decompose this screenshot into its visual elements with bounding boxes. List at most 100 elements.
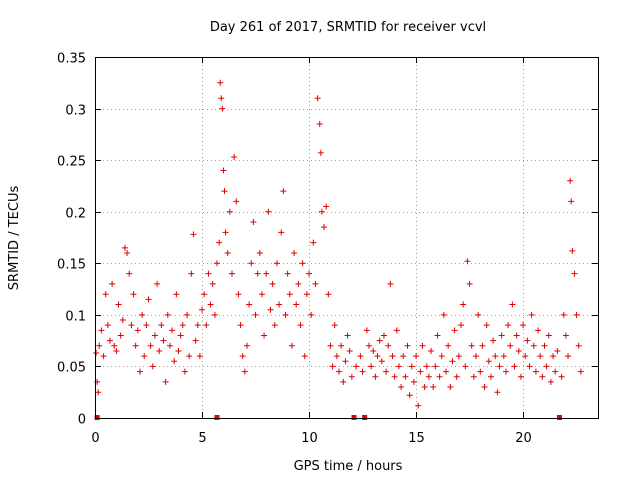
- data-point: [445, 342, 452, 349]
- data-point: [265, 208, 272, 215]
- data-point: [233, 198, 240, 205]
- data-point: [573, 311, 580, 318]
- data-point: [119, 317, 126, 324]
- y-tick-label: 0.15: [57, 258, 86, 273]
- data-point: [158, 322, 165, 329]
- data-point: [443, 368, 450, 375]
- data-point: [415, 402, 422, 409]
- data-point: [169, 327, 176, 334]
- data-point: [530, 342, 537, 349]
- y-tick-label: 0.05: [57, 361, 86, 376]
- data-point: [475, 311, 482, 318]
- plot-frame: [95, 57, 599, 419]
- data-point: [314, 95, 321, 102]
- data-point: [221, 188, 228, 195]
- data-point: [246, 301, 253, 308]
- data-point: [117, 332, 124, 339]
- y-tick-label: 0.1: [65, 310, 86, 325]
- data-point: [306, 270, 313, 277]
- data-point: [500, 353, 507, 360]
- data-point: [395, 363, 402, 370]
- data-point: [269, 280, 276, 287]
- data-point: [492, 353, 499, 360]
- data-point: [216, 239, 223, 246]
- data-point: [218, 95, 225, 102]
- data-point: [217, 79, 224, 86]
- data-point: [222, 229, 229, 236]
- data-point: [340, 378, 347, 385]
- data-point: [408, 363, 415, 370]
- data-point: [214, 260, 221, 267]
- data-point: [132, 342, 139, 349]
- data-point: [577, 368, 584, 375]
- data-point: [231, 154, 238, 161]
- data-point: [291, 249, 298, 256]
- gap-marker: [351, 415, 357, 420]
- data-point: [575, 342, 582, 349]
- data-point: [164, 311, 171, 318]
- data-point: [278, 229, 285, 236]
- data-point: [428, 347, 435, 354]
- data-point: [496, 363, 503, 370]
- data-point: [267, 306, 274, 313]
- data-point: [239, 353, 246, 360]
- data-point: [336, 368, 343, 375]
- data-point: [301, 353, 308, 360]
- gap-marker: [362, 415, 368, 420]
- data-point: [417, 368, 424, 375]
- data-point: [141, 353, 148, 360]
- data-point: [539, 373, 546, 380]
- data-point: [438, 353, 445, 360]
- y-tick-label: 0: [78, 413, 86, 428]
- data-point: [524, 337, 531, 344]
- data-point: [455, 353, 462, 360]
- data-point: [273, 260, 280, 267]
- data-point: [387, 280, 394, 287]
- data-point: [252, 311, 259, 318]
- data-point: [398, 384, 405, 391]
- data-point: [219, 105, 226, 112]
- data-point: [113, 347, 120, 354]
- data-point: [149, 363, 156, 370]
- data-point: [128, 322, 135, 329]
- data-point: [338, 342, 345, 349]
- data-point: [348, 373, 355, 380]
- data-point: [440, 311, 447, 318]
- data-point: [209, 280, 216, 287]
- data-point: [256, 249, 263, 256]
- data-point: [136, 368, 143, 375]
- data-point: [93, 350, 100, 357]
- data-point: [241, 368, 248, 375]
- data-point: [288, 342, 295, 349]
- y-axis-label: SRMTID / TECUs: [7, 186, 22, 291]
- gap-marker: [94, 415, 100, 420]
- gap-marker: [556, 415, 562, 420]
- data-point: [560, 311, 567, 318]
- data-point: [250, 219, 257, 226]
- data-point: [139, 311, 146, 318]
- data-point: [571, 270, 578, 277]
- data-point: [453, 373, 460, 380]
- x-tick-label: 20: [515, 431, 532, 446]
- data-point: [109, 280, 116, 287]
- data-point: [490, 337, 497, 344]
- data-point: [344, 332, 351, 339]
- data-point: [462, 363, 469, 370]
- data-point: [342, 358, 349, 365]
- data-point: [248, 260, 255, 267]
- y-tick-label: 0.35: [57, 52, 86, 67]
- data-point: [552, 368, 559, 375]
- data-point: [470, 373, 477, 380]
- data-point: [568, 198, 575, 205]
- data-point: [477, 368, 484, 375]
- data-point: [220, 167, 227, 174]
- data-point: [346, 347, 353, 354]
- data-point: [271, 322, 278, 329]
- data-point: [188, 270, 195, 277]
- data-point: [357, 353, 364, 360]
- data-point: [353, 363, 360, 370]
- data-point: [299, 260, 306, 267]
- data-point: [323, 203, 330, 210]
